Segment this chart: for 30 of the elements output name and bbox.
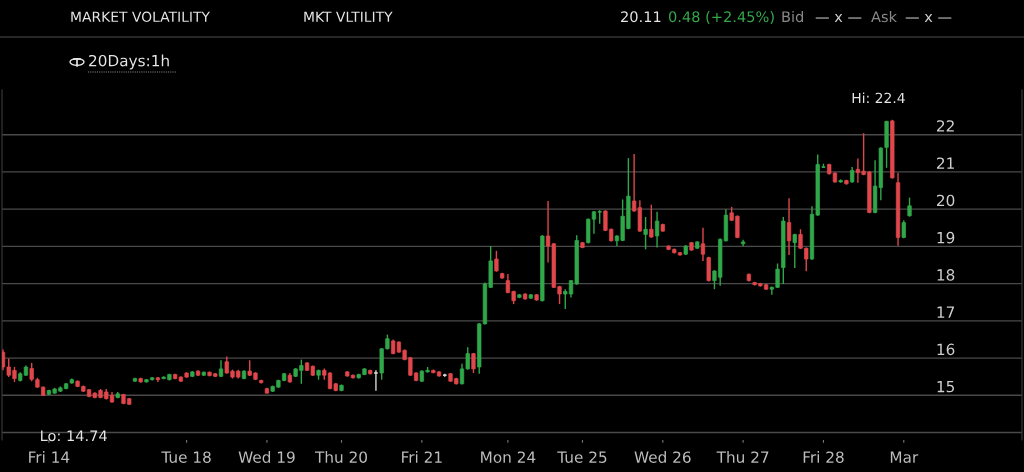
x-tick-label: Thu 27 (716, 451, 769, 463)
x-tick-label: Wed 19 (238, 451, 295, 463)
y-tick-label: 22 (937, 120, 954, 132)
x-tick-label: Tue 18 (161, 451, 211, 463)
y-tick-label: 21 (937, 157, 954, 169)
text: — x — (905, 14, 952, 23)
y-tick-label: 17 (937, 306, 955, 318)
text: 20Days:1h (89, 54, 169, 70)
x-tick-label: Wed 26 (634, 451, 691, 463)
text: — x — (815, 14, 862, 23)
x-tick-label: Tue 25 (557, 451, 607, 463)
y-tick-label: 19 (937, 231, 955, 244)
x-tick-label: Fri 28 (803, 451, 844, 463)
x-tick-label: Fri 21 (402, 451, 442, 463)
y-tick-label: 18 (937, 269, 955, 281)
x-tick-label: Mar (890, 451, 919, 463)
text: 0.48 (+2.45%) (668, 10, 774, 24)
y-tick-label: 20 (937, 194, 955, 207)
chart-title: MARKET VOLATILITY (71, 11, 210, 23)
annotation: Lo: 14.74 (41, 430, 107, 442)
annotation: Hi: 22.4 (852, 92, 905, 104)
y-tick-label: 16 (937, 343, 955, 356)
text: 20.11 (621, 11, 661, 23)
text: Ask (871, 10, 897, 23)
chart-subtitle: MKT VLTILITY (304, 11, 393, 22)
x-tick-label: Mon 24 (481, 451, 536, 463)
y-tick-label: 15 (937, 381, 954, 393)
x-tick-label: Fri 14 (29, 451, 70, 463)
text: Bid (782, 10, 803, 23)
x-tick-label: Thu 20 (314, 451, 367, 463)
